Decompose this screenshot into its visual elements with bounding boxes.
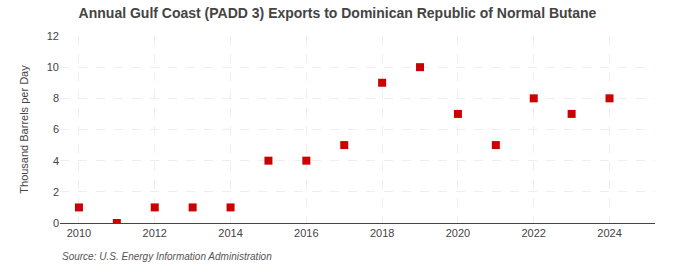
svg-text:6: 6	[53, 123, 59, 135]
svg-text:2: 2	[53, 186, 59, 198]
svg-text:12: 12	[47, 30, 59, 42]
svg-text:2014: 2014	[218, 227, 242, 239]
svg-text:2020: 2020	[446, 227, 470, 239]
svg-text:0: 0	[53, 217, 59, 229]
svg-text:2024: 2024	[597, 227, 621, 239]
svg-text:Source: U.S. Energy Informatio: Source: U.S. Energy Information Administ…	[62, 251, 272, 262]
svg-text:4: 4	[53, 155, 59, 167]
svg-text:2010: 2010	[67, 227, 91, 239]
svg-text:Annual Gulf Coast (PADD 3) Exp: Annual Gulf Coast (PADD 3) Exports to Do…	[79, 5, 597, 21]
svg-text:2018: 2018	[370, 227, 394, 239]
svg-text:2016: 2016	[294, 227, 318, 239]
svg-text:8: 8	[53, 92, 59, 104]
svg-text:2022: 2022	[521, 227, 545, 239]
svg-text:2012: 2012	[143, 227, 167, 239]
svg-text:Thousand Barrels per Day: Thousand Barrels per Day	[18, 65, 30, 194]
svg-text:10: 10	[47, 61, 59, 73]
